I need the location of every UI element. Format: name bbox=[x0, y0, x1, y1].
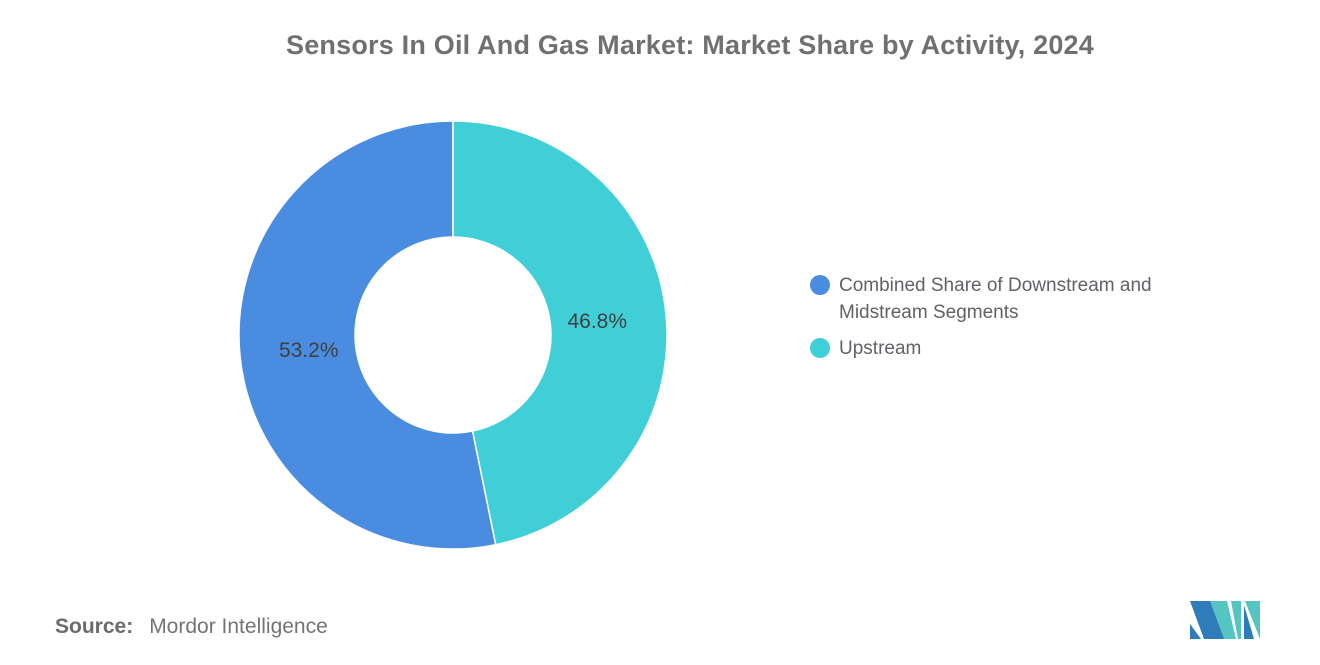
logo-shape bbox=[1209, 601, 1236, 639]
chart-title: Sensors In Oil And Gas Market: Market Sh… bbox=[286, 30, 1094, 60]
legend-item-label: Combined Share of Downstream and Midstre… bbox=[839, 275, 1152, 323]
legend-item-combined[interactable]: Combined Share of Downstream and Midstre… bbox=[810, 272, 1250, 326]
logo-shape bbox=[1244, 605, 1254, 639]
legend: Combined Share of Downstream and Midstre… bbox=[810, 272, 1250, 371]
pie-slice-1[interactable] bbox=[452, 120, 668, 546]
pie-slice-0[interactable] bbox=[238, 120, 497, 550]
legend-item-upstream[interactable]: Upstream bbox=[810, 335, 1250, 362]
donut-chart: 53.2% 46.8% bbox=[238, 120, 668, 550]
source-note: Source: Mordor Intelligence bbox=[55, 615, 328, 639]
source-label: Source: bbox=[55, 615, 134, 638]
source-text: Mordor Intelligence bbox=[149, 615, 328, 638]
slice-label-1: 46.8% bbox=[567, 310, 627, 333]
logo-shape bbox=[1190, 624, 1201, 639]
logo-shape bbox=[1231, 601, 1241, 639]
legend-item-label: Upstream bbox=[839, 338, 922, 359]
legend-dot bbox=[810, 275, 830, 295]
slice-label-0: 53.2% bbox=[279, 339, 339, 362]
logo-shape bbox=[1245, 601, 1260, 639]
mordor-intelligence-logo bbox=[1190, 601, 1260, 639]
legend-dot bbox=[810, 338, 830, 358]
logo-shape bbox=[1190, 601, 1224, 639]
